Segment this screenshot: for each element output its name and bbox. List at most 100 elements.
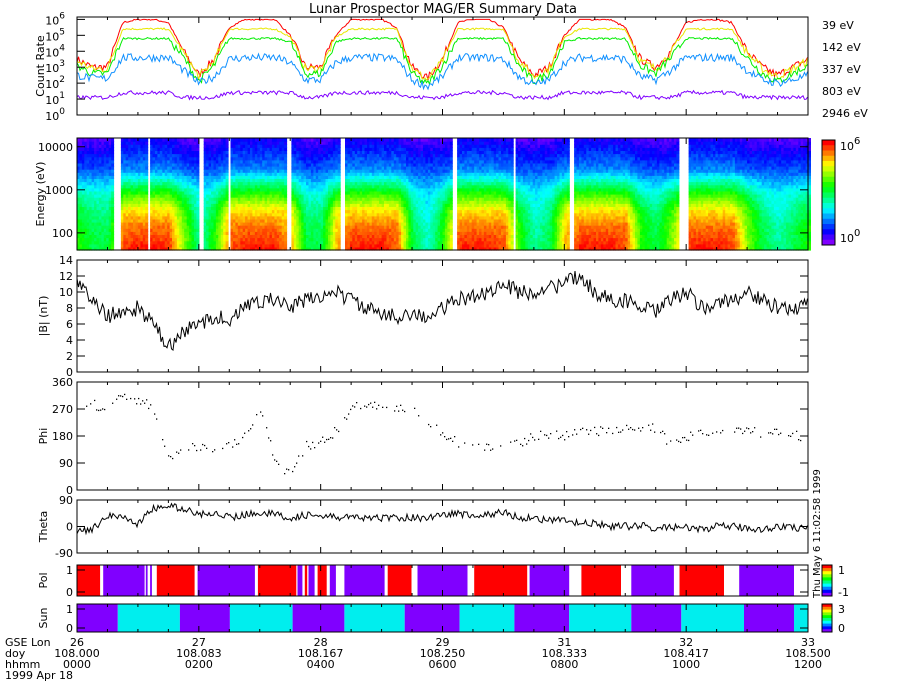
spectrogram-cell [418,187,422,192]
spectrogram-cell [225,153,229,158]
spectrogram-cell [245,200,249,204]
spectrogram-cell [379,200,383,204]
spectrogram-cell [172,218,175,223]
spectrogram-cell [418,222,422,226]
spectrogram-cell [393,212,397,217]
spectrogram-cell [101,162,105,167]
spectrogram-cell [247,194,251,198]
spectrogram-cell [379,243,383,248]
spectrogram-cell [169,240,173,245]
spectrogram-cell [257,222,261,226]
spectrogram-cell [437,147,441,151]
spectrogram-cell [235,243,239,248]
spectrogram-cell [86,243,90,248]
spectrogram-cell [408,147,412,151]
spectrogram-cell [357,172,361,176]
spectrogram-cell [310,243,314,248]
spectrogram-cell [245,156,249,161]
spectrogram-cell [225,237,229,242]
spectrogram-cell [164,166,168,170]
spectrogram-cell [137,243,141,248]
spectrogram-cell [379,153,383,158]
spectrogram-cell [301,172,305,176]
spectrogram-cell [406,175,409,179]
spectrogram-cell [184,169,188,173]
spectrogram-cell [379,240,383,245]
spectrogram-cell [235,150,239,155]
spectrogram-cell [267,215,271,220]
spectrogram-cell [159,200,163,204]
spectrogram-cell [230,240,234,245]
spectrogram-cell [203,215,207,220]
spectrogram-cell [133,228,136,232]
spectrogram-cell [259,147,263,151]
spectrogram-cell [191,212,195,217]
spectrogram-cell [220,156,224,161]
spectrogram-cell [391,203,395,207]
spectrogram-cell [371,184,375,189]
spectrogram-cell [89,141,93,145]
spectrogram-cell [176,243,180,248]
spectrogram-cell [240,156,244,161]
spectrogram-cell [430,187,434,192]
spectrogram-cell [91,231,95,235]
spectrogram-cell [89,212,93,217]
spectrogram-cell [106,147,110,151]
spectrogram-cell [362,215,366,220]
spectrogram-cell [108,147,112,151]
spectrogram-cell [303,240,307,245]
spectrogram-cell [354,178,358,183]
spectrogram-cell [98,240,102,245]
spectrogram-cell [345,159,348,164]
spectrogram-cell [330,222,334,226]
spectrogram-cell [247,138,251,142]
spectrogram-cell [354,172,358,176]
spectrogram-cell [125,147,129,151]
spectrogram-cell [140,159,144,164]
spectrogram-cell [367,206,370,211]
spectrogram-cell [427,175,431,179]
spectrogram-cell [437,187,441,192]
spectrogram-cell [264,166,268,170]
spectrogram-cell [164,228,168,232]
spectrogram-cell [211,138,214,142]
spectrogram-cell [381,225,385,229]
spectrogram-cell [359,156,363,161]
spectrogram-cell [357,159,361,164]
spectrogram-cell [313,138,317,142]
spectrogram-cell [406,203,409,207]
spectrogram-cell [293,209,297,214]
spectrogram-cell [345,225,348,229]
spectrogram-cell [81,156,85,161]
spectrogram-cell [179,243,183,248]
spectrogram-cell [142,212,146,217]
spectrogram-cell [423,175,426,179]
spectrogram-cell [137,234,141,239]
spectrogram-cell [191,234,195,239]
spectrogram-cell [320,141,324,145]
spectrogram-cell [359,153,363,158]
spectrogram-cell [111,181,115,186]
spectrogram-cell [96,203,100,207]
spectrogram-cell [218,147,222,151]
spectrogram-cell [254,153,258,158]
spectrogram-cell [369,203,373,207]
spectrogram-cell [213,184,217,189]
spectrogram-cell [425,162,429,167]
spectrogram-cell [89,206,93,211]
spectrogram-cell [408,209,412,214]
spectrogram-cell [427,206,431,211]
spectrogram-cell [194,237,197,242]
spectrogram-cell [189,169,193,173]
spectrogram-cell [252,141,256,145]
spectrogram-cell [194,169,197,173]
spectrogram-cell [189,246,193,251]
spectrogram-cell [169,147,173,151]
spectrogram-cell [196,209,200,214]
spectrogram-cell [142,138,146,142]
spectrogram-cell [332,234,336,239]
spectrogram-cell [84,212,88,217]
spectrogram-cell [142,159,146,164]
spectrogram-cell [323,162,327,167]
spectrogram-cell [303,162,307,167]
